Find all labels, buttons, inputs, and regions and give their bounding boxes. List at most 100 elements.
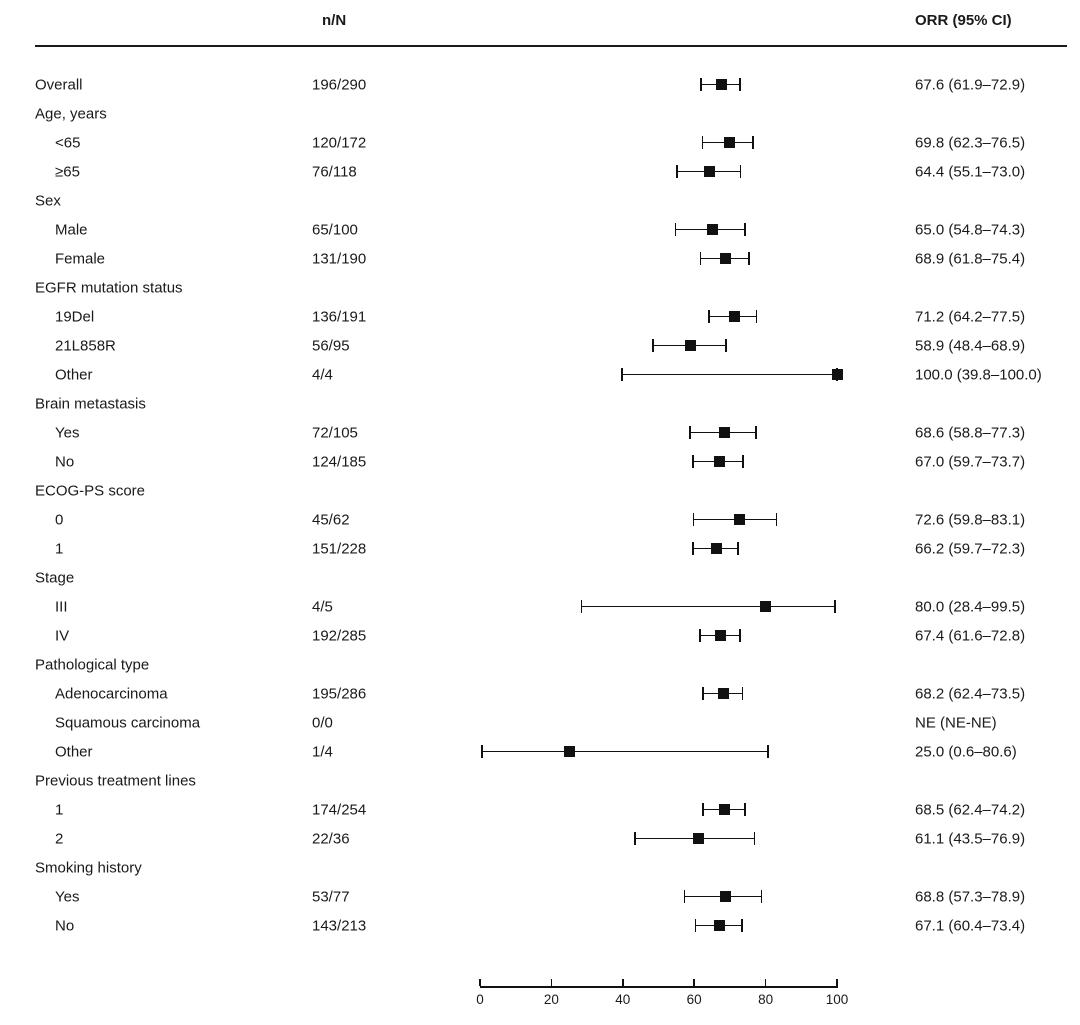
forest-row: 1 174/254 68.5 (62.4–74.2): [0, 795, 1080, 824]
row-orr-ci-value: 68.5 (62.4–74.2): [915, 801, 1026, 818]
point-estimate-marker: [720, 891, 732, 902]
forest-row: ≥65 76/118 64.4 (55.1–73.0): [0, 157, 1080, 186]
group-label: Sex: [35, 192, 61, 209]
row-n-over-N: 1/4: [312, 743, 333, 760]
x-axis-tick-label: 20: [543, 992, 559, 1007]
ci-upper-cap: [725, 339, 727, 352]
row-n-over-N: 45/62: [312, 511, 350, 528]
ci-lower-cap: [651, 339, 654, 352]
forest-row: 19Del 136/191 71.2 (64.2–77.5): [0, 302, 1080, 331]
ci-whisker-line: [581, 605, 836, 608]
row-orr-ci-value: NE (NE-NE): [915, 714, 997, 731]
ci-lower-cap: [701, 803, 704, 816]
row-n-over-N: 56/95: [312, 337, 350, 354]
group-label: Previous treatment lines: [35, 772, 196, 789]
ci-lower-cap: [580, 600, 583, 613]
group-label: ECOG-PS score: [35, 482, 146, 499]
row-orr-ci-value: 65.0 (54.8–74.3): [915, 221, 1026, 238]
row-label: IV: [55, 627, 70, 644]
ci-upper-cap: [741, 687, 744, 700]
row-orr-ci-value: 66.2 (59.7–72.3): [915, 540, 1026, 557]
point-estimate-marker: [831, 369, 843, 380]
row-label: Overall: [35, 76, 83, 93]
row-n-over-N: 143/213: [312, 917, 367, 934]
row-n-over-N: 151/228: [312, 540, 367, 557]
row-orr-ci-value: 100.0 (39.8–100.0): [915, 366, 1042, 383]
forest-row: Female 131/190 68.9 (61.8–75.4): [0, 244, 1080, 273]
row-n-over-N: 22/36: [312, 830, 350, 847]
x-axis-tick: [479, 979, 481, 986]
row-label: <65: [55, 134, 81, 151]
row-n-over-N: 72/105: [312, 424, 358, 441]
forest-row: 1 151/228 66.2 (59.7–72.3): [0, 534, 1080, 563]
ci-upper-cap: [775, 513, 778, 526]
row-label: Adenocarcinoma: [55, 685, 168, 702]
forest-row: No 143/213 67.1 (60.4–73.4): [0, 911, 1080, 940]
x-axis-tick-label: 40: [615, 992, 631, 1007]
forest-group-row: Previous treatment lines: [0, 766, 1080, 795]
forest-group-row: Sex: [0, 186, 1080, 215]
row-orr-ci-value: 25.0 (0.6–80.6): [915, 743, 1017, 760]
point-estimate-marker: [717, 688, 729, 699]
ci-lower-cap: [701, 687, 704, 700]
x-axis-tick: [764, 979, 767, 986]
forest-row: Squamous carcinoma 0/0 NE (NE-NE): [0, 708, 1080, 737]
ci-lower-cap: [708, 310, 710, 323]
ci-lower-cap: [694, 919, 697, 932]
row-n-over-N: 196/290: [312, 76, 367, 93]
x-axis-tick-label: 60: [686, 992, 702, 1007]
row-label: 19Del: [55, 308, 95, 325]
row-n-over-N: 131/190: [312, 250, 367, 267]
row-n-over-N: 4/5: [312, 598, 333, 615]
ci-lower-cap: [700, 78, 702, 91]
x-axis-line: [480, 986, 838, 988]
row-label: Male: [55, 221, 88, 238]
row-label: 21L858R: [55, 337, 116, 354]
forest-row: Yes 72/105 68.6 (58.8–77.3): [0, 418, 1080, 447]
row-n-over-N: 120/172: [312, 134, 367, 151]
row-label: 0: [55, 511, 64, 528]
point-estimate-marker: [684, 340, 696, 351]
ci-upper-cap: [760, 890, 763, 903]
point-estimate-marker: [706, 224, 718, 235]
ci-upper-cap: [753, 832, 756, 845]
group-label: Age, years: [35, 105, 107, 122]
point-estimate-marker: [733, 514, 745, 525]
row-orr-ci-value: 71.2 (64.2–77.5): [915, 308, 1026, 325]
forest-row: No 124/185 67.0 (59.7–73.7): [0, 447, 1080, 476]
forest-row: Overall 196/290 67.6 (61.9–72.9): [0, 70, 1080, 99]
row-orr-ci-value: 68.6 (58.8–77.3): [915, 424, 1026, 441]
forest-group-row: Age, years: [0, 99, 1080, 128]
row-n-over-N: 4/4: [312, 366, 333, 383]
row-orr-ci-value: 80.0 (28.4–99.5): [915, 598, 1026, 615]
ci-lower-cap: [634, 832, 637, 845]
row-label: No: [55, 453, 75, 470]
ci-lower-cap: [699, 252, 702, 265]
ci-upper-cap: [744, 223, 747, 236]
group-label: Pathological type: [35, 656, 150, 673]
ci-upper-cap: [755, 310, 758, 323]
x-axis-tick-label: 80: [758, 992, 774, 1007]
point-estimate-marker: [710, 543, 722, 554]
ci-upper-cap: [766, 745, 769, 758]
row-label: III: [55, 598, 68, 615]
forest-row: <65 120/172 69.8 (62.3–76.5): [0, 128, 1080, 157]
row-orr-ci-value: 61.1 (43.5–76.9): [915, 830, 1026, 847]
ci-lower-cap: [699, 629, 701, 642]
x-axis-tick: [693, 979, 695, 986]
forest-row: Yes 53/77 68.8 (57.3–78.9): [0, 882, 1080, 911]
row-label: Yes: [55, 888, 80, 905]
ci-lower-cap: [692, 542, 694, 555]
ci-whisker-line: [482, 750, 768, 753]
row-n-over-N: 124/185: [312, 453, 367, 470]
row-n-over-N: 76/118: [312, 163, 357, 180]
point-estimate-marker: [720, 253, 732, 264]
forest-row: 0 45/62 72.6 (59.8–83.1): [0, 505, 1080, 534]
forest-row: IV 192/285 67.4 (61.6–72.8): [0, 621, 1080, 650]
forest-row: Other 4/4 100.0 (39.8–100.0): [0, 360, 1080, 389]
ci-lower-cap: [621, 368, 623, 381]
ci-lower-cap: [692, 513, 695, 526]
point-estimate-marker: [760, 601, 772, 612]
group-label: Brain metastasis: [35, 395, 146, 412]
row-n-over-N: 192/285: [312, 627, 367, 644]
